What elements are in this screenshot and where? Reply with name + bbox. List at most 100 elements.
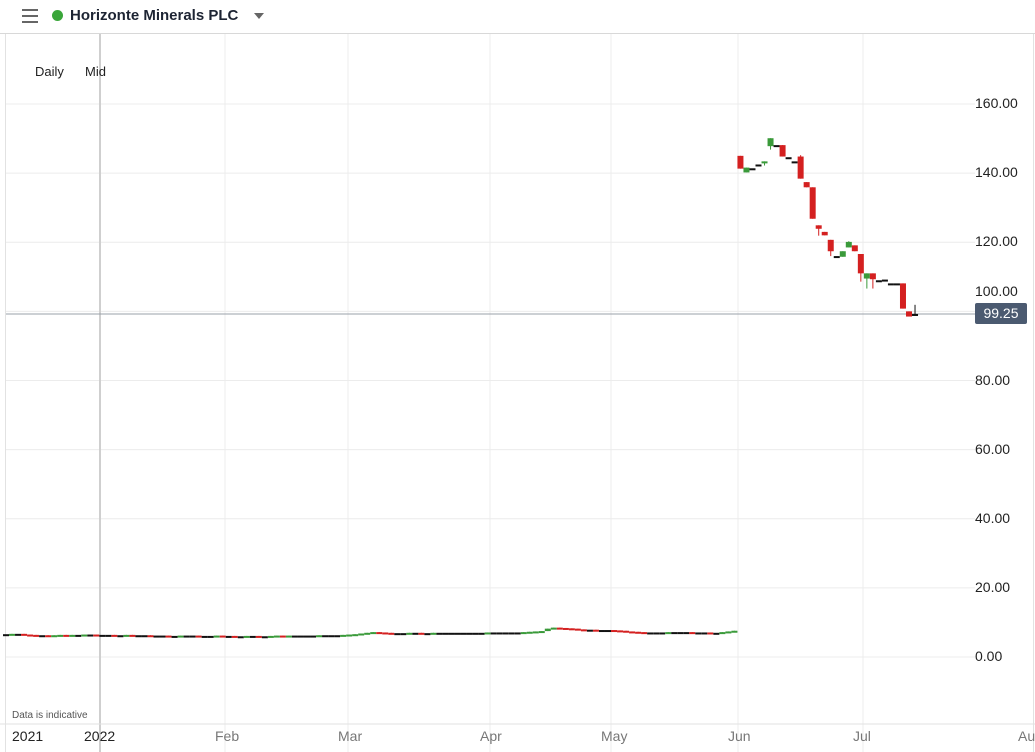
candle-body bbox=[3, 634, 9, 637]
candle-body bbox=[195, 635, 202, 638]
candle-body bbox=[123, 634, 130, 637]
candle-body bbox=[653, 632, 660, 635]
candle-body bbox=[304, 635, 310, 638]
candle-body bbox=[490, 632, 497, 635]
candle-body bbox=[412, 632, 419, 635]
candle-body bbox=[635, 631, 642, 634]
candle-body bbox=[310, 635, 317, 638]
candle-body bbox=[388, 632, 395, 635]
candle-body bbox=[550, 627, 557, 630]
candle-body bbox=[887, 283, 894, 286]
candle-body bbox=[147, 635, 154, 638]
candle-body bbox=[189, 635, 196, 638]
candle-body bbox=[617, 630, 624, 633]
candle-body bbox=[731, 630, 738, 633]
candle-body bbox=[803, 182, 810, 188]
right-border bbox=[1033, 34, 1034, 752]
candle-body bbox=[255, 635, 262, 638]
price-type-selector[interactable]: Mid bbox=[85, 64, 106, 79]
candle-body bbox=[376, 632, 383, 635]
candle-body bbox=[448, 632, 455, 635]
candle-body bbox=[785, 157, 792, 160]
candle-body bbox=[502, 632, 509, 635]
candle-body bbox=[526, 631, 533, 634]
x-tick-label: Au bbox=[1018, 728, 1035, 744]
x-tick-label: Feb bbox=[215, 728, 240, 744]
current-price-label: 99.25 bbox=[975, 302, 1027, 324]
candle-body bbox=[857, 254, 864, 274]
market-status-dot bbox=[52, 10, 63, 21]
price-chart[interactable] bbox=[0, 34, 1035, 752]
candle-body bbox=[641, 632, 648, 635]
disclaimer: Data is indicative bbox=[12, 710, 88, 721]
candle-body bbox=[93, 634, 100, 637]
candle-body bbox=[111, 634, 118, 637]
candle-body bbox=[514, 632, 521, 635]
candle-body bbox=[605, 630, 611, 633]
candle-body bbox=[833, 256, 840, 259]
candle-body bbox=[538, 631, 545, 634]
candle-body bbox=[231, 635, 238, 638]
candle-body bbox=[611, 630, 618, 633]
candle-body bbox=[749, 168, 756, 171]
candle-body bbox=[15, 633, 22, 636]
candle-body bbox=[358, 633, 365, 636]
candle-body bbox=[171, 635, 178, 638]
candle-body bbox=[322, 635, 329, 638]
candle-body bbox=[328, 635, 335, 638]
candle-body bbox=[237, 636, 244, 639]
candle-body bbox=[39, 635, 46, 638]
hamburger-icon[interactable] bbox=[22, 9, 38, 23]
candle-body bbox=[755, 164, 762, 167]
candle-body bbox=[183, 635, 190, 638]
candle-body bbox=[737, 155, 744, 169]
candle-body bbox=[875, 280, 882, 283]
candle-body bbox=[285, 635, 292, 638]
candle-body bbox=[75, 634, 82, 637]
candle-body bbox=[249, 635, 256, 638]
candle-body bbox=[436, 632, 443, 635]
candle-body bbox=[623, 630, 630, 633]
candle-body bbox=[340, 634, 347, 637]
candle-body bbox=[273, 635, 280, 638]
candle-body bbox=[707, 632, 714, 635]
candle-body bbox=[725, 631, 732, 634]
candle-body bbox=[508, 632, 515, 635]
candle-body bbox=[27, 634, 34, 637]
candle-body bbox=[845, 241, 852, 248]
x-tick-label: Jul bbox=[853, 728, 871, 744]
candle-body bbox=[45, 635, 52, 638]
candle-body bbox=[821, 231, 828, 236]
candle-body bbox=[243, 635, 250, 638]
interval-selector[interactable]: Daily bbox=[35, 64, 64, 79]
candle-body bbox=[815, 225, 822, 229]
candle-body bbox=[761, 161, 768, 164]
candle-body bbox=[57, 634, 64, 637]
candle-body bbox=[797, 156, 804, 179]
chart-header: Horizonte Minerals PLC bbox=[0, 0, 1035, 34]
candle-body bbox=[677, 632, 684, 635]
candle-body bbox=[869, 273, 876, 280]
candle-body bbox=[225, 635, 232, 638]
candle-body bbox=[460, 632, 467, 635]
candle-body bbox=[665, 632, 672, 635]
candle-body bbox=[69, 634, 76, 637]
candle-body bbox=[334, 635, 341, 638]
instrument-title[interactable]: Horizonte Minerals PLC bbox=[70, 7, 239, 24]
candle-body bbox=[586, 629, 593, 632]
caret-down-icon[interactable] bbox=[254, 13, 264, 19]
candle-body bbox=[629, 631, 636, 634]
candle-body bbox=[598, 630, 605, 633]
candle-body bbox=[773, 145, 780, 148]
candle-body bbox=[165, 635, 172, 638]
x-tick-label: 2021 bbox=[12, 728, 44, 744]
candle-body bbox=[135, 635, 142, 638]
y-tick-label: 100.00 bbox=[975, 282, 1018, 299]
candle-body bbox=[466, 632, 473, 635]
candle-body bbox=[219, 635, 226, 638]
candle-body bbox=[881, 279, 888, 282]
candle-body bbox=[33, 634, 40, 637]
candle-body bbox=[207, 635, 214, 638]
candle-body bbox=[695, 632, 702, 635]
candle-body bbox=[484, 632, 491, 635]
